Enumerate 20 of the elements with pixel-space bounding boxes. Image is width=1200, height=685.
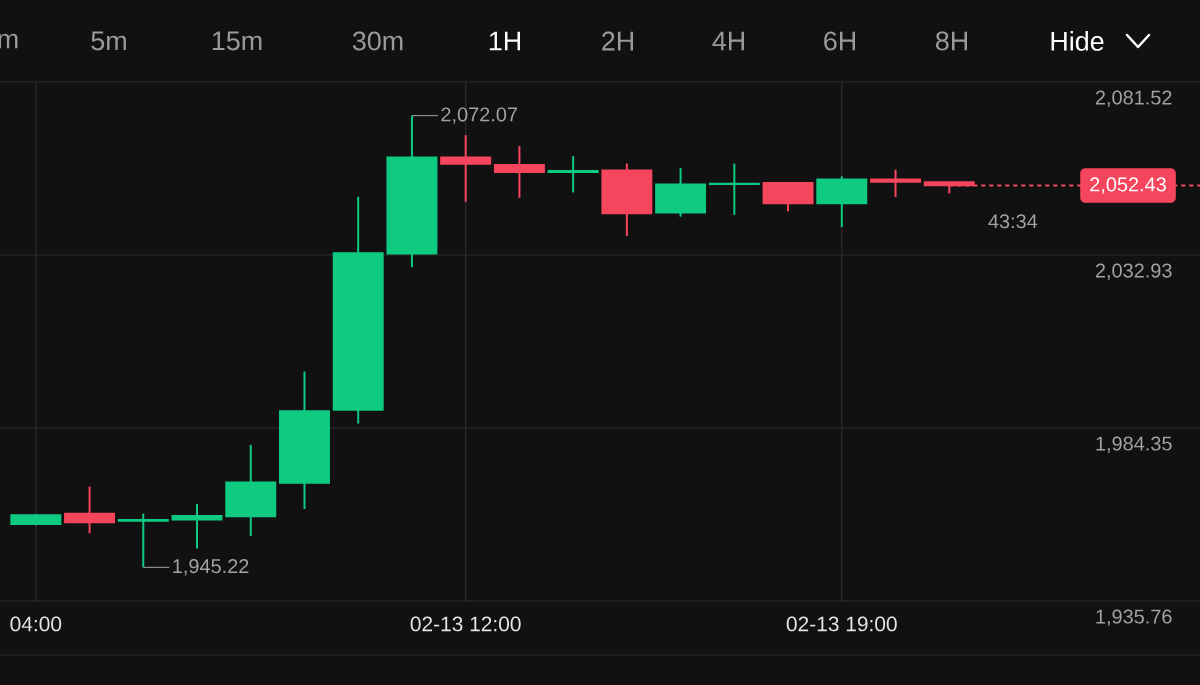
x-tick-label: 04:00: [10, 616, 62, 632]
annotation: 1,945.22: [173, 559, 249, 576]
ref-line-label: 2,052.43: [1090, 177, 1166, 194]
annotation: 2,072.07: [441, 107, 517, 124]
text: 4H: [712, 31, 745, 51]
x-tick-label: 02-13 19:00: [786, 616, 897, 632]
y-tick-label: 2,081.52: [1095, 90, 1172, 107]
text: 8H: [935, 31, 968, 51]
text: 1H: [489, 31, 520, 51]
text: 6H: [824, 31, 856, 51]
text: Hide: [1051, 31, 1104, 51]
y-tick-label: 1,935.76: [1096, 609, 1172, 626]
x-tick-label: 02-13 12:00: [410, 616, 521, 632]
text: 15m: [212, 31, 262, 51]
text: 5m: [91, 31, 126, 51]
text: 2H: [602, 31, 634, 51]
text: 30m: [352, 31, 403, 51]
y-tick-label: 1,984.35: [1096, 436, 1172, 453]
annotation: 43:34: [988, 214, 1038, 229]
y-tick-label: 2,032.93: [1095, 263, 1172, 280]
